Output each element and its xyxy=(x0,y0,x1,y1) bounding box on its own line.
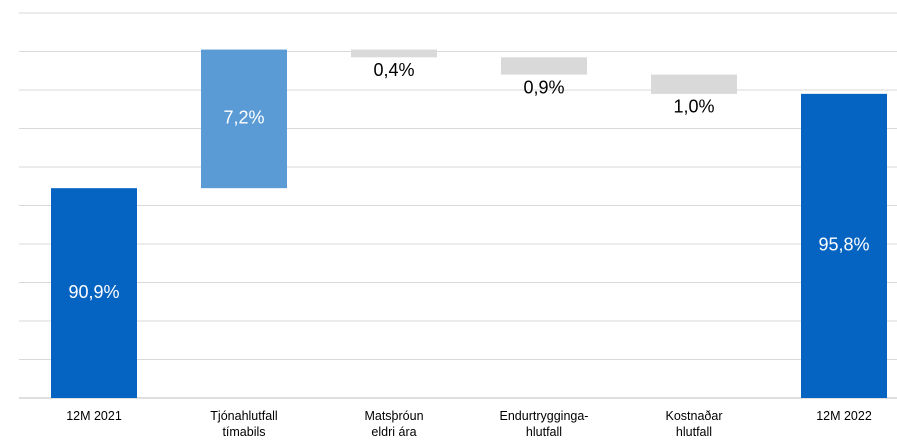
x-tick-label: Matsþróun eldri ára xyxy=(364,409,424,439)
value-label: 1,0% xyxy=(673,97,714,117)
x-tick-label: Endurtrygginga- hlutfall xyxy=(499,409,589,439)
value-label: 0,4% xyxy=(373,60,414,80)
bar xyxy=(651,74,737,94)
x-tick-label: Tjónahlutfall tímabils xyxy=(210,409,278,439)
bar xyxy=(501,57,587,75)
x-tick-label: Kostnaðar hlutfall xyxy=(665,409,723,439)
bar xyxy=(51,188,137,398)
bar xyxy=(201,49,287,189)
bar xyxy=(351,49,437,58)
value-label: 95,8% xyxy=(818,235,869,255)
value-label: 0,9% xyxy=(523,77,564,97)
value-label: 7,2% xyxy=(223,108,264,128)
x-tick-label: 12M 2022 xyxy=(816,409,872,423)
bar xyxy=(801,93,887,398)
x-tick-label: 12M 2021 xyxy=(66,409,122,423)
value-label: 90,9% xyxy=(68,282,119,302)
